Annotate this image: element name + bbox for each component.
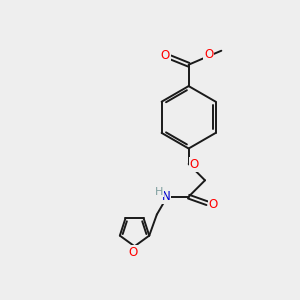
Text: O: O <box>204 48 214 62</box>
Text: H: H <box>155 187 163 196</box>
Text: O: O <box>189 158 199 171</box>
Text: N: N <box>161 190 170 203</box>
Text: O: O <box>160 49 170 62</box>
Text: O: O <box>208 198 217 211</box>
Text: O: O <box>128 246 138 259</box>
